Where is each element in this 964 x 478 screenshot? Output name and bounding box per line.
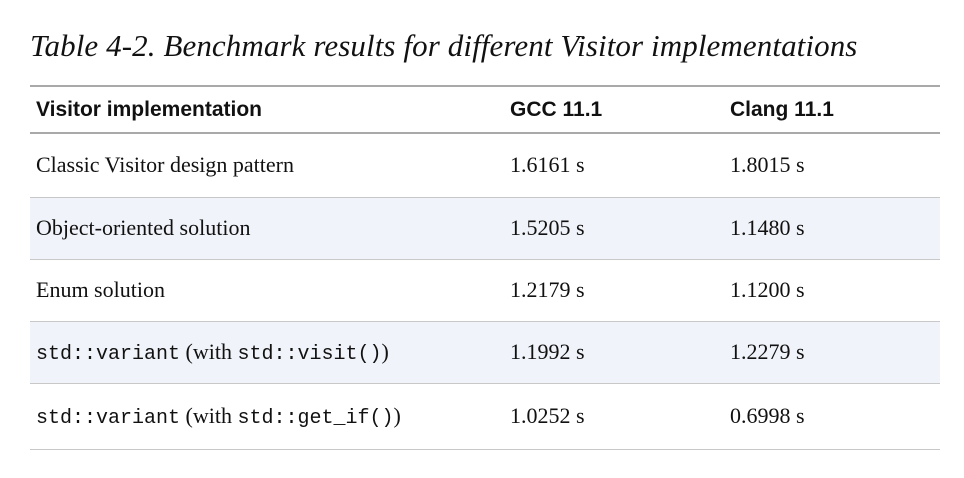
gcc-cell: 1.0252 s [510,403,585,428]
table-header-row: Visitor implementation GCC 11.1 Clang 11… [30,86,940,133]
impl-text-end: ) [393,402,401,428]
benchmark-table: Visitor implementation GCC 11.1 Clang 11… [30,85,940,450]
impl-cell: Object-oriented solution [36,215,251,240]
code-std-visit: std::visit() [237,342,382,366]
impl-cell: std::variant (with std::visit()) [30,321,504,383]
header-gcc: GCC 11.1 [510,97,603,121]
gcc-cell: 1.6161 s [510,152,585,178]
code-std-variant: std::variant [36,342,181,366]
gcc-cell: 1.2179 s [510,277,585,302]
table-row: std::variant (with std::visit()) 1.1992 … [30,321,940,383]
table-row: Classic Visitor design pattern 1.6161 s … [30,133,940,197]
table-row: std::variant (with std::get_if()) 1.0252… [30,383,940,449]
gcc-cell: 1.1992 s [510,339,585,364]
header-clang: Clang 11.1 [730,97,834,121]
code-std-variant: std::variant [36,406,181,430]
table-row: Object-oriented solution 1.5205 s 1.1480… [30,197,940,259]
impl-cell: std::variant (with std::get_if()) [30,383,504,449]
impl-text: (with [180,338,238,364]
clang-cell: 1.1480 s [730,215,805,240]
code-std-get-if: std::get_if() [237,406,394,430]
impl-text: (with [180,402,238,428]
table-caption: Table 4-2. Benchmark results for differe… [30,28,858,63]
header-visitor-implementation: Visitor implementation [36,97,262,121]
clang-cell: 1.2279 s [730,339,805,364]
impl-cell: Enum solution [36,277,165,302]
clang-cell: 0.6998 s [730,403,805,428]
gcc-cell: 1.5205 s [510,215,585,240]
clang-cell: 1.8015 s [730,152,805,178]
table-row: Enum solution 1.2179 s 1.1200 s [30,259,940,321]
impl-text-end: ) [381,338,389,364]
impl-cell: Classic Visitor design pattern [36,152,294,178]
clang-cell: 1.1200 s [730,277,805,302]
